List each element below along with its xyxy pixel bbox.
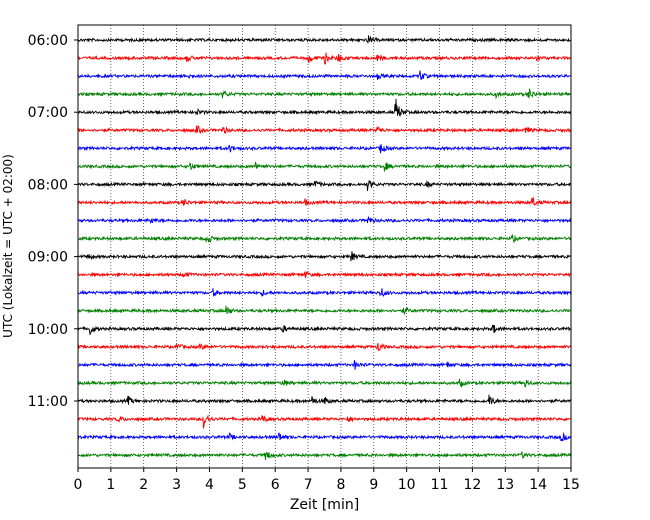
x-tick-label: 15 [562, 477, 580, 493]
y-tick-label: 09:00 [28, 250, 68, 266]
trace-1145 [77, 451, 572, 461]
grid [110, 25, 539, 468]
trace-0700 [77, 98, 572, 117]
y-axis-label: UTC (Lokalzeit = UTC + 02:00) [1, 154, 15, 338]
y-tick-label: 10:00 [28, 322, 68, 338]
x-tick-label: 8 [336, 477, 345, 493]
y-tick-label: 07:00 [28, 105, 68, 121]
trace-1030 [77, 360, 572, 370]
x-tick-label: 10 [398, 477, 416, 493]
y-tick-label: 06:00 [28, 33, 68, 49]
trace-0830 [77, 215, 572, 225]
y-tick-label: 08:00 [28, 177, 68, 193]
trace-0800 [77, 180, 572, 192]
trace-0815 [77, 196, 572, 206]
x-tick-label: 5 [238, 477, 247, 493]
x-tick-label: 14 [529, 477, 547, 493]
trace-1000 [77, 324, 572, 336]
trace-0845 [77, 234, 572, 244]
x-tick-label: 13 [496, 477, 514, 493]
x-tick-label: 6 [271, 477, 280, 493]
x-tick-label: 0 [74, 477, 83, 493]
trace-0715 [77, 125, 572, 135]
x-tick-label: 11 [431, 477, 449, 493]
y-tick-label: 11:00 [28, 394, 68, 410]
x-axis-label: Zeit [min] [290, 497, 359, 513]
trace-0745 [77, 161, 572, 172]
trace-0930 [77, 288, 572, 297]
y-axis: 06:00 07:00 08:00 09:00 10:00 11:00 [28, 33, 78, 410]
trace-0945 [77, 305, 572, 316]
trace-0900 [77, 251, 572, 262]
plot-frame [77, 24, 572, 469]
trace-0600 [77, 35, 572, 44]
trace-1100 [77, 394, 572, 405]
x-axis: 0 1 2 3 4 5 6 7 8 9 10 11 12 13 14 15 [74, 468, 580, 493]
trace-1130 [77, 431, 572, 442]
trace-0630 [78, 70, 572, 81]
x-tick-label: 7 [304, 477, 313, 493]
x-tick-label: 1 [106, 477, 115, 493]
x-tick-label: 2 [139, 477, 148, 493]
x-tick-label: 9 [369, 477, 378, 493]
trace-1015 [77, 342, 572, 351]
x-tick-label: 4 [205, 477, 214, 493]
x-tick-label: 12 [463, 477, 481, 493]
trace-0915 [77, 270, 572, 279]
trace-1115 [77, 414, 572, 429]
x-tick-label: 3 [172, 477, 181, 493]
trace-1045 [77, 378, 572, 388]
trace-0615 [77, 52, 572, 65]
traces [77, 35, 572, 461]
trace-0730 [77, 144, 572, 154]
trace-0645 [77, 88, 572, 99]
